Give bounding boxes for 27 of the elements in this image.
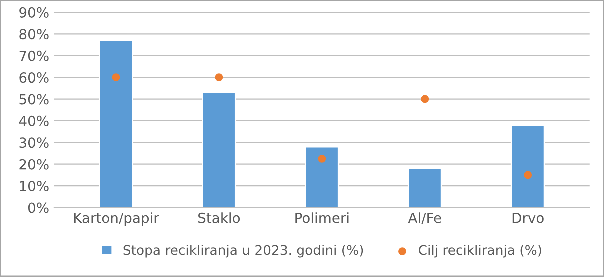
x-tick-label: Polimeri bbox=[296, 212, 349, 224]
y-tick-label: 50% bbox=[20, 94, 49, 105]
y-tick-label: 80% bbox=[20, 29, 49, 40]
bar bbox=[510, 124, 546, 208]
bar bbox=[408, 168, 442, 208]
legend-label: Cilj recikliranja (%) bbox=[419, 245, 542, 258]
y-tick-label: 0% bbox=[28, 202, 49, 214]
point bbox=[421, 95, 430, 104]
bar bbox=[99, 40, 134, 208]
y-tick-label: 90% bbox=[20, 7, 49, 18]
point bbox=[524, 171, 532, 180]
x-tick-label: Staklo bbox=[198, 212, 240, 224]
x-tick-label: Karton/papir bbox=[74, 212, 160, 226]
y-tick-label: 60% bbox=[20, 72, 49, 84]
legend-label: Stopa recikliranja u 2023. godini (%) bbox=[124, 245, 364, 258]
x-tick-label: Al/Fe bbox=[408, 212, 442, 224]
y-tick-label: 30% bbox=[20, 138, 49, 148]
bar bbox=[202, 92, 236, 208]
bar bbox=[304, 146, 340, 208]
y-tick-label: 70% bbox=[20, 50, 49, 62]
y-tick-label: 40% bbox=[19, 116, 49, 126]
y-tick-label: 10% bbox=[20, 181, 49, 192]
point bbox=[112, 74, 120, 82]
x-tick-label: Drvo bbox=[512, 213, 544, 224]
y-tick-label: 20% bbox=[20, 159, 49, 170]
point bbox=[215, 74, 224, 82]
point bbox=[318, 154, 326, 163]
